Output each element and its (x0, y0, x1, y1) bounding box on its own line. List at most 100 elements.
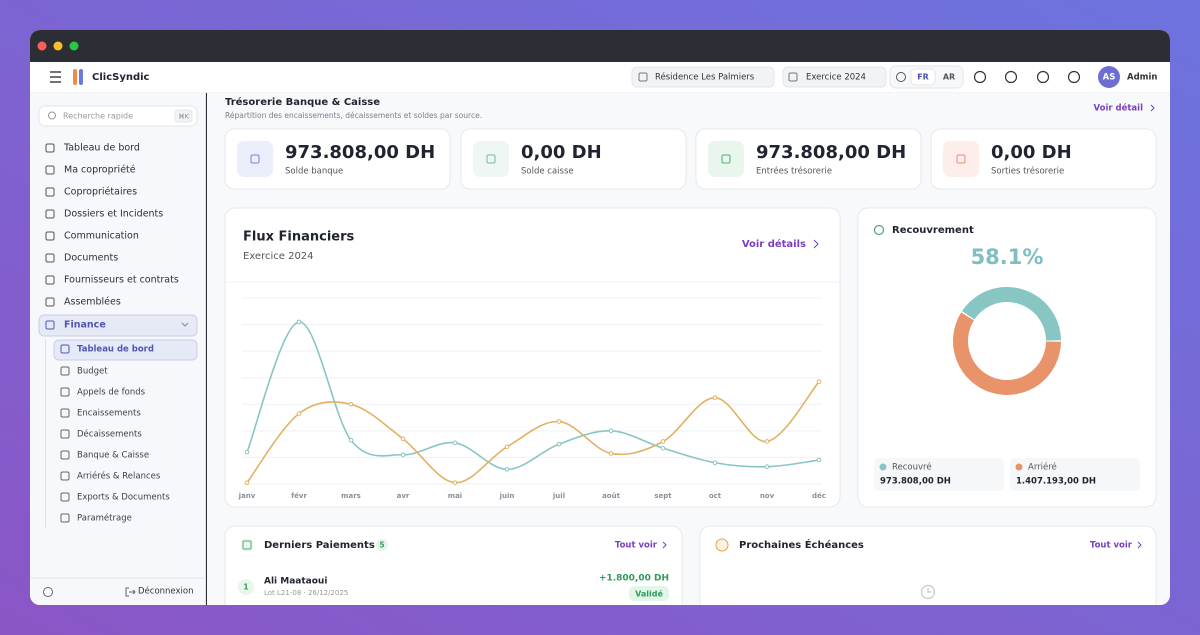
search-placeholder: Recherche rapide (63, 112, 133, 121)
exercise[interactable]: Exercice 2024 (806, 73, 866, 83)
minimize-button[interactable] (53, 41, 63, 51)
search-icon (48, 111, 56, 120)
link-chevron (813, 239, 819, 249)
logo-bar (79, 69, 83, 85)
recovery-rate: 58.1% (971, 245, 1044, 269)
submenu-icon (60, 387, 70, 397)
nav-icon (45, 320, 55, 330)
nav-item[interactable]: Tableau de bord (63, 143, 140, 154)
x-tick-label: mars (341, 492, 361, 500)
search-box[interactable] (38, 105, 198, 127)
logout[interactable]: Déconnexion (138, 586, 193, 597)
toolbar-icon[interactable] (1067, 70, 1081, 84)
nav-item[interactable]: Fournisseurs et contrats (64, 275, 179, 286)
residence[interactable]: Résidence Les Palmiers (655, 72, 755, 83)
section-subtitle: Répartition des encaissements, décaissem… (225, 111, 482, 120)
deadlines-link[interactable]: Tout voir (1090, 541, 1133, 551)
donut-segment (952, 312, 1061, 396)
nav-item[interactable]: Dossiers et Incidents (64, 209, 163, 220)
x-tick-label: nov (760, 492, 775, 500)
link-chevron (1137, 541, 1142, 549)
series-point (712, 460, 718, 466)
submenu-icon (60, 450, 70, 460)
nav-item[interactable]: Finance (64, 320, 106, 331)
x-tick-label: août (602, 492, 621, 500)
link-chevron (1150, 104, 1155, 112)
toolbar-icon[interactable] (1036, 70, 1050, 84)
stat-label: Solde banque (285, 167, 343, 177)
close-button[interactable] (37, 41, 47, 51)
row-index-bg (238, 579, 254, 595)
submenu-icon (60, 408, 70, 418)
recovery-icon (873, 224, 885, 236)
series-point (660, 445, 666, 451)
maximize-button[interactable] (69, 41, 79, 51)
submenu-item[interactable]: Appels de fonds (77, 388, 146, 398)
stat-icon (237, 141, 273, 177)
building-icon (638, 72, 648, 82)
x-tick-label: sept (654, 492, 672, 500)
chart-link[interactable]: Voir détails (742, 238, 806, 250)
nav-item[interactable]: Communication (64, 231, 139, 242)
x-tick-label: janv (238, 492, 256, 500)
deadlines-icon (715, 538, 729, 552)
nav-item[interactable]: Assemblées (64, 297, 121, 308)
submenu-icon (60, 492, 70, 502)
submenu-icon (60, 471, 70, 481)
submenu-item[interactable]: Paramétrage (77, 513, 132, 524)
legend-dot (879, 463, 887, 471)
avatar[interactable] (1098, 66, 1120, 88)
x-tick-label: déc (812, 492, 826, 500)
chart-card (224, 207, 841, 508)
language[interactable]: FR (917, 73, 929, 82)
payments-link[interactable]: Tout voir (615, 541, 658, 551)
app-header (30, 62, 1170, 93)
series-point (504, 467, 510, 472)
submenu-item[interactable]: Tableau de bord (77, 345, 154, 355)
submenu-item[interactable]: Exports & Documents (77, 493, 170, 503)
nav-active[interactable] (38, 314, 198, 337)
logo-bar (73, 69, 77, 85)
residence-select[interactable] (631, 66, 775, 88)
series-point (452, 480, 458, 485)
row-index: 1 (243, 583, 248, 592)
submenu-icon (60, 344, 70, 354)
language-active[interactable] (910, 68, 936, 86)
submenu-item[interactable]: Encaissements (77, 409, 141, 419)
submenu-active[interactable] (53, 339, 198, 361)
settings-icon[interactable] (43, 587, 53, 597)
stat-glyph (956, 154, 966, 164)
series-point (816, 457, 822, 463)
brand: ClicSyndic (92, 72, 150, 83)
series-point (608, 451, 614, 456)
series-point (816, 379, 822, 385)
payments-title: Derniers Paiements (264, 540, 375, 551)
nav-item[interactable]: Copropriétaires (64, 187, 137, 198)
stat-card (695, 128, 922, 190)
submenu-item[interactable]: Arriérés & Relances (77, 471, 161, 482)
title-bar (30, 30, 1170, 62)
payer-name[interactable]: Ali Maataoui (264, 577, 327, 587)
submenu-item[interactable]: Banque & Caisse (77, 451, 149, 461)
series-point (764, 464, 770, 470)
stat-label: Entrées trésorerie (756, 166, 832, 177)
empty-clock-hands (927, 588, 931, 593)
chart-title: Flux Financiers (243, 230, 355, 245)
payments-badge (376, 539, 388, 551)
toolbar-icon[interactable] (973, 70, 987, 84)
x-tick-label: juin (499, 492, 515, 500)
exercise-select[interactable] (782, 66, 887, 88)
toolbar-icon[interactable] (1004, 70, 1018, 84)
section-link[interactable]: Voir détail (1094, 103, 1144, 114)
submenu-item[interactable]: Décaissements (77, 429, 142, 440)
stat-label: Solde caisse (521, 167, 574, 177)
recovery-title: Recouvrement (892, 225, 974, 236)
chart-subtitle: Exercice 2024 (243, 251, 314, 262)
nav-item[interactable]: Ma copropriété (64, 165, 136, 176)
nav-icon (45, 143, 55, 153)
submenu-icon (60, 366, 70, 376)
nav-item[interactable]: Documents (64, 253, 118, 264)
menu-button[interactable] (50, 71, 61, 83)
language[interactable]: AR (943, 73, 955, 82)
submenu-item[interactable]: Budget (77, 367, 108, 377)
